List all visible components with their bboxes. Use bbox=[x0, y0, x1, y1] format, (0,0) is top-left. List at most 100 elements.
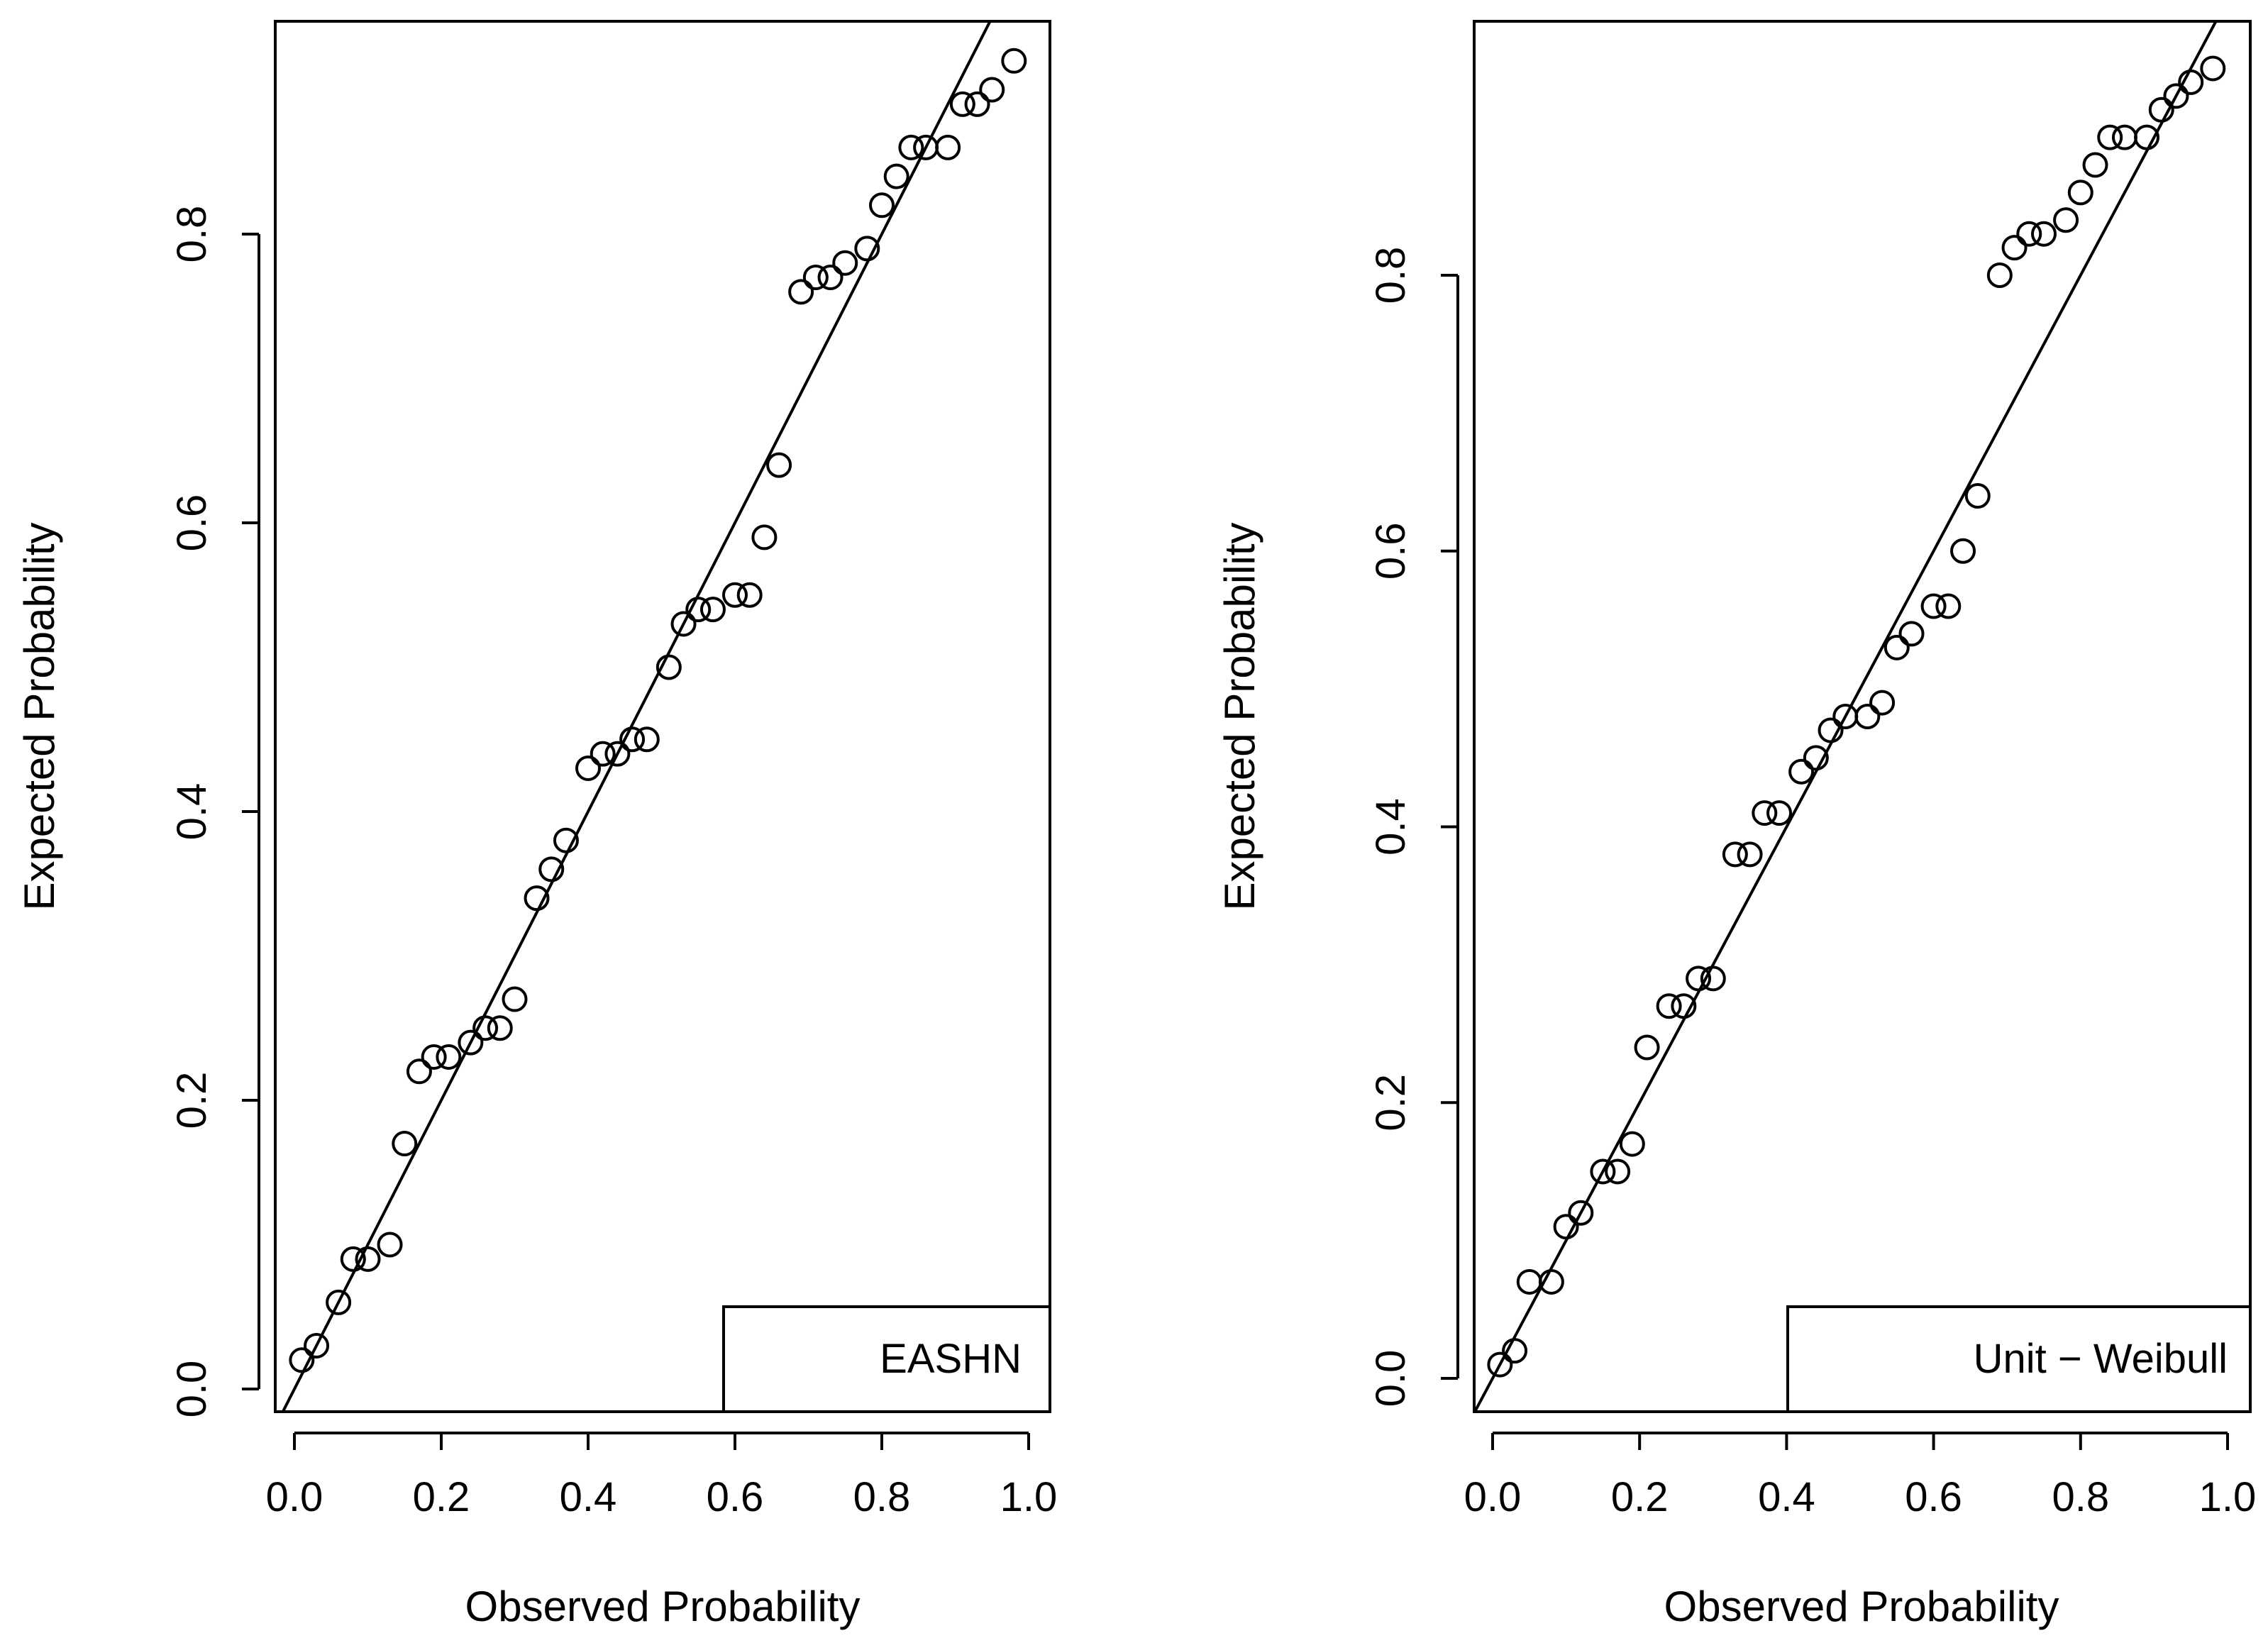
data-point bbox=[2111, 124, 2137, 150]
x-tick-label: 0.8 bbox=[853, 1474, 911, 1520]
data-point bbox=[487, 1015, 513, 1041]
data-point bbox=[788, 279, 814, 305]
data-point bbox=[1737, 841, 1763, 868]
data-point bbox=[1722, 841, 1748, 868]
x-tick-label: 0.6 bbox=[707, 1474, 764, 1520]
x-axis: 0.0 0.2 0.4 0.6 0.8 1.0 bbox=[266, 1432, 1057, 1520]
data-point bbox=[1964, 483, 1991, 509]
reference-line bbox=[281, 21, 992, 1412]
y-tick-label: 0.6 bbox=[1368, 522, 1414, 580]
x-tick-label: 1.0 bbox=[2199, 1474, 2257, 1520]
data-point bbox=[406, 1058, 432, 1085]
data-point bbox=[722, 582, 748, 608]
data-point bbox=[1803, 745, 1829, 771]
y-tick-label: 0.2 bbox=[1368, 1074, 1414, 1131]
legend-label: EASHN bbox=[880, 1336, 1022, 1382]
plot-frame bbox=[274, 20, 1051, 1413]
data-point bbox=[2001, 235, 2028, 261]
data-point bbox=[575, 755, 601, 781]
data-point bbox=[964, 91, 990, 117]
data-point bbox=[590, 741, 616, 767]
data-point bbox=[699, 597, 726, 623]
data-point bbox=[1487, 1351, 1513, 1378]
data-point bbox=[2097, 124, 2123, 150]
data-point bbox=[2067, 179, 2093, 206]
y-tick-label: 0.4 bbox=[169, 783, 215, 841]
x-tick-label: 0.0 bbox=[1464, 1474, 1522, 1520]
reference-line-group bbox=[281, 21, 992, 1412]
x-axis-title: Observed Probability bbox=[1664, 1583, 2059, 1630]
data-point bbox=[1752, 800, 1778, 826]
data-point bbox=[1950, 538, 1976, 564]
x-tick-label: 0.2 bbox=[1611, 1474, 1669, 1520]
data-point bbox=[1001, 48, 1027, 74]
x-tick-label: 0.4 bbox=[560, 1474, 617, 1520]
legend-box bbox=[722, 1305, 1051, 1413]
data-point bbox=[2082, 152, 2108, 178]
data-point bbox=[935, 134, 961, 160]
data-point bbox=[1986, 262, 2013, 288]
plot-area: Unit − Weibull bbox=[1473, 20, 2252, 1413]
data-point bbox=[1935, 593, 1962, 619]
x-tick-label: 0.0 bbox=[266, 1474, 323, 1520]
data-point bbox=[634, 726, 660, 753]
data-point bbox=[553, 827, 579, 853]
data-point bbox=[655, 654, 682, 680]
x-tick-label: 0.2 bbox=[413, 1474, 470, 1520]
data-point bbox=[340, 1246, 366, 1272]
data-point bbox=[1869, 690, 1896, 716]
data-point bbox=[2178, 69, 2204, 95]
data-point bbox=[472, 1015, 499, 1041]
data-point bbox=[1553, 1214, 1579, 1240]
data-point bbox=[524, 885, 550, 912]
y-axis: 0.0 0.2 0.4 0.6 0.8 bbox=[1368, 247, 1459, 1407]
data-point bbox=[2053, 207, 2079, 233]
y-tick-label: 0.6 bbox=[169, 494, 215, 552]
y-tick-label: 0.8 bbox=[1368, 247, 1414, 304]
data-point bbox=[2148, 96, 2174, 123]
y-axis-title: Expected Probability bbox=[16, 523, 63, 911]
plot-frame bbox=[1473, 20, 2252, 1413]
data-point bbox=[2163, 83, 2189, 109]
x-tick-label: 0.4 bbox=[1758, 1474, 1815, 1520]
y-tick-label: 0.0 bbox=[169, 1361, 215, 1418]
y-tick-label: 0.8 bbox=[169, 206, 215, 263]
data-point bbox=[1634, 1034, 1660, 1061]
x-axis-title: Observed Probability bbox=[465, 1583, 861, 1630]
legend: EASHN bbox=[722, 1305, 1051, 1413]
data-point bbox=[458, 1029, 484, 1056]
y-axis: 0.0 0.2 0.4 0.6 0.8 bbox=[169, 206, 260, 1418]
data-point bbox=[604, 741, 631, 767]
data-point bbox=[817, 265, 843, 291]
x-axis: 0.0 0.2 0.4 0.6 0.8 1.0 bbox=[1464, 1432, 2257, 1520]
chart-panel-unit-weibull: Unit − Weibull 0.0 0.2 0.4 0.6 0.8 1.0 0.0 0.2… bbox=[1216, 20, 2257, 1630]
data-point bbox=[1854, 704, 1881, 729]
y-tick-label: 0.4 bbox=[1368, 798, 1414, 856]
data-point bbox=[1605, 1158, 1631, 1185]
data-point bbox=[436, 1044, 462, 1070]
chart-panel-easHN: EASHN 0.0 0.2 0.4 0.6 0.8 1.0 0.0 0.2 0.4 0.6 0.8… bbox=[16, 20, 1057, 1630]
data-point bbox=[619, 726, 646, 753]
reference-line-group bbox=[1474, 21, 2218, 1412]
data-point bbox=[421, 1044, 447, 1070]
data-point bbox=[751, 524, 778, 550]
data-point bbox=[1656, 993, 1682, 1019]
data-points-group bbox=[1487, 55, 2226, 1378]
data-point bbox=[802, 265, 829, 291]
data-point bbox=[2016, 221, 2042, 247]
data-point bbox=[979, 77, 1005, 103]
data-point bbox=[326, 1289, 352, 1315]
data-point bbox=[736, 582, 763, 608]
data-point bbox=[949, 91, 975, 117]
data-point bbox=[832, 250, 858, 276]
data-point bbox=[766, 452, 792, 478]
legend-box bbox=[1786, 1305, 2252, 1413]
data-point bbox=[2031, 221, 2057, 247]
data-point bbox=[869, 192, 895, 218]
data-point bbox=[1898, 621, 1925, 647]
data-point bbox=[1568, 1200, 1594, 1226]
data-point bbox=[854, 236, 880, 262]
y-tick-label: 0.2 bbox=[169, 1072, 215, 1129]
data-point bbox=[883, 163, 909, 189]
